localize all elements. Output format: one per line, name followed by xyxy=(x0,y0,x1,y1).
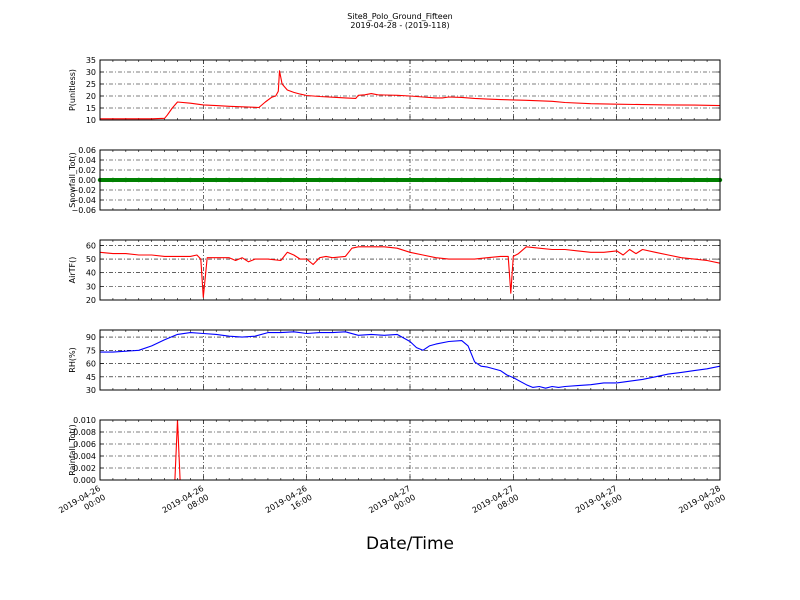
y-tick-label: 0.06 xyxy=(78,146,96,155)
y-tick-label: 0.00 xyxy=(78,176,96,185)
axes-frame xyxy=(99,329,721,391)
axes-frame xyxy=(99,239,721,301)
x-tick-label: 2019-04-2800:00 xyxy=(677,484,727,524)
y-tick-label: 0.04 xyxy=(78,156,96,165)
y-tick-label: 0.002 xyxy=(73,464,96,473)
y-tick-label: 50 xyxy=(86,255,96,264)
panel-5: 0.000 0.002 0.004 0.006 0.008 0.010Rainfall_T… xyxy=(68,416,721,485)
data-line xyxy=(100,331,721,389)
y-axis-label: RH(%) xyxy=(68,347,77,372)
axes-frame xyxy=(99,419,721,481)
y-tick-label: 30 xyxy=(86,282,96,291)
x-tick-label: 2019-04-2700:00 xyxy=(367,484,417,524)
panel-2: −0.06−0.04−0.020.000.020.040.06Snowfall_… xyxy=(68,146,723,215)
x-tick-label: 2019-04-2600:00 xyxy=(57,484,107,524)
x-tick-label: 2019-04-2708:00 xyxy=(471,484,521,524)
y-tick-label: −0.04 xyxy=(71,196,96,205)
y-tick-label: 75 xyxy=(86,346,96,355)
x-axis-label: Date/Time xyxy=(366,534,454,554)
y-axis-label: AirTF() xyxy=(68,257,77,284)
y-tick-label: 10 xyxy=(86,116,96,125)
y-tick-label: 20 xyxy=(86,296,96,305)
y-tick-label: 45 xyxy=(86,373,96,382)
data-line xyxy=(100,70,721,120)
x-tick-label: 2019-04-2716:00 xyxy=(574,484,624,524)
y-tick-label: 30 xyxy=(86,68,96,77)
y-tick-label: 40 xyxy=(86,269,96,278)
y-tick-label: 15 xyxy=(86,104,96,113)
y-tick-label: 30 xyxy=(86,386,96,395)
panel-4: 30 45 60 75 90 RH(%) xyxy=(68,329,721,395)
y-tick-label: 0.010 xyxy=(73,416,96,425)
x-tick-label: 2019-04-2608:00 xyxy=(161,484,211,524)
figure-title: Site8_Polo_Ground_Fifteen xyxy=(347,12,453,21)
y-tick-label: 35 xyxy=(86,56,96,65)
y-tick-label: 20 xyxy=(86,92,96,101)
panel-1: 10 15 20 25 30 35 P(unitless) xyxy=(68,56,721,125)
y-tick-label: −0.02 xyxy=(71,186,96,195)
y-axis-label: P(unitless) xyxy=(68,69,77,111)
y-axis-label: Snowfall_Tot() xyxy=(68,152,77,208)
y-tick-label: 60 xyxy=(86,360,96,369)
y-tick-label: −0.06 xyxy=(71,206,96,215)
data-line xyxy=(99,246,721,298)
y-tick-label: 90 xyxy=(86,333,96,342)
y-tick-label: 25 xyxy=(86,80,96,89)
y-axis-label: Rainfall_Tot() xyxy=(68,424,77,476)
y-tick-label: 0.006 xyxy=(73,440,96,449)
axes-frame xyxy=(99,59,721,121)
y-tick-label: 0.000 xyxy=(73,476,96,485)
panel-3: 20 30 40 50 60 AirTF() xyxy=(68,239,721,305)
y-tick-label: 60 xyxy=(86,241,96,250)
y-tick-label: 0.004 xyxy=(73,452,96,461)
figure-subtitle: 2019-04-28 - (2019-118) xyxy=(350,21,450,30)
x-tick-label: 2019-04-2616:00 xyxy=(264,484,314,524)
y-tick-label: 0.02 xyxy=(78,166,96,175)
axes-frame xyxy=(99,149,721,211)
y-tick-label: 0.008 xyxy=(73,428,96,437)
